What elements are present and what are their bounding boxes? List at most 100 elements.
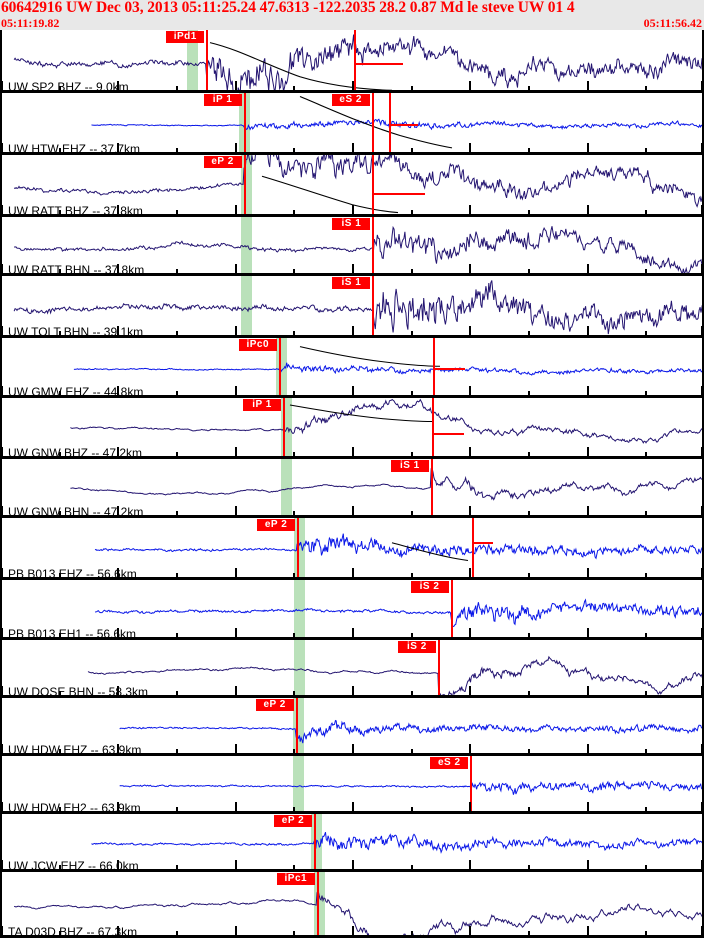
trace-panel[interactable]: eP 2 UW RATT BHZ -- 37.8km bbox=[0, 155, 704, 217]
pick-marker-line[interactable] bbox=[316, 872, 319, 935]
waveform-trace bbox=[0, 398, 704, 459]
trace-panel[interactable]: iPc0 UW GMW EHZ -- 44.8km bbox=[0, 338, 704, 398]
pick-marker-line[interactable] bbox=[372, 276, 375, 335]
pick-marker-line[interactable] bbox=[470, 756, 473, 811]
axis-tick bbox=[586, 143, 589, 155]
panel-right-border bbox=[702, 580, 704, 640]
pick-marker-line[interactable] bbox=[243, 155, 246, 214]
pick-marker-line[interactable] bbox=[283, 398, 285, 456]
pick-label[interactable]: eS 2 bbox=[430, 757, 469, 769]
predicted-arrival-band bbox=[280, 459, 292, 515]
pick-label[interactable]: eS 2 bbox=[331, 94, 370, 106]
axis-tick bbox=[117, 143, 120, 155]
trace-panel[interactable]: eP 2 UW JCW EHZ -- 66.0km bbox=[0, 814, 704, 872]
trace-panel[interactable]: iS 2 UW DOSE BHN -- 58.3km bbox=[0, 640, 704, 698]
channel-label: UW HDW EH2 -- 63.9km bbox=[8, 801, 141, 814]
secondary-pick-marker-line[interactable] bbox=[471, 518, 474, 577]
secondary-pick-marker-line[interactable] bbox=[372, 155, 375, 214]
pick-marker-line[interactable] bbox=[437, 640, 440, 695]
trace-panel[interactable]: iPd1 UW SP2 BHZ -- 9.0km bbox=[0, 30, 704, 93]
axis-tick bbox=[117, 628, 120, 640]
axis-tick bbox=[469, 628, 472, 640]
pick-marker-line[interactable] bbox=[206, 30, 209, 90]
pick-label[interactable]: eP 2 bbox=[255, 699, 294, 711]
panel-left-border bbox=[0, 756, 2, 814]
axis-tick bbox=[58, 148, 61, 155]
pick-label[interactable]: iS 2 bbox=[410, 581, 449, 593]
axis-tick bbox=[586, 386, 589, 398]
trace-panel[interactable]: eP 2 PB B013 EHZ -- 56.6km bbox=[0, 518, 704, 580]
secondary-pick-marker-line[interactable] bbox=[354, 30, 357, 90]
axis-tick bbox=[352, 81, 354, 93]
trace-panel[interactable]: eP 2 UW HDW EHZ -- 63.9km bbox=[0, 698, 704, 756]
trace-panel[interactable]: eS 2 UW HDW EH2 -- 63.9km bbox=[0, 756, 704, 814]
pick-label[interactable]: iP 1 bbox=[243, 399, 281, 411]
pick-marker-line[interactable] bbox=[371, 93, 374, 152]
axis-tick bbox=[352, 802, 354, 814]
pick-label[interactable]: iP 1 bbox=[203, 94, 242, 106]
secondary-pick-marker-line[interactable] bbox=[432, 398, 435, 456]
trace-panel-list[interactable]: iPd1 UW SP2 BHZ -- 9.0km iP 1 eS 2 UW HTW EH… bbox=[0, 30, 704, 938]
axis-tick bbox=[1, 802, 3, 814]
axis-tick bbox=[234, 628, 237, 640]
pick-label[interactable]: iPc0 bbox=[238, 339, 277, 351]
pick-marker-line[interactable] bbox=[295, 698, 298, 753]
pick-marker-line[interactable] bbox=[297, 518, 300, 577]
pick-marker-line[interactable] bbox=[450, 580, 453, 637]
trace-panel[interactable]: iP 1 eS 2 UW HTW EHZ -- 37.7km bbox=[0, 93, 704, 155]
axis-tick bbox=[176, 452, 178, 459]
pick-label[interactable]: eP 2 bbox=[273, 815, 312, 827]
waveform-trace bbox=[0, 814, 704, 872]
pick-amplitude-bar bbox=[372, 193, 426, 196]
theoretical-arrival-curve bbox=[391, 542, 469, 562]
window-end-time: 05:11:56.42 bbox=[643, 16, 702, 30]
pick-amplitude-bar bbox=[388, 124, 419, 126]
pick-marker-line[interactable] bbox=[430, 459, 433, 515]
predicted-arrival-band bbox=[275, 338, 287, 395]
trace-panel[interactable]: iPc1 TA D03D BHZ -- 67.3km bbox=[0, 872, 704, 938]
axis-tick bbox=[176, 691, 178, 698]
pick-marker-line[interactable] bbox=[243, 93, 246, 152]
pick-marker-line[interactable] bbox=[278, 338, 281, 395]
axis-tick bbox=[117, 447, 120, 459]
axis-tick bbox=[469, 81, 472, 93]
axis-tick bbox=[528, 331, 530, 338]
pick-label[interactable]: eP 2 bbox=[203, 156, 242, 168]
pick-label[interactable]: iS 1 bbox=[332, 277, 371, 289]
secondary-pick-marker-line[interactable] bbox=[388, 93, 391, 152]
axis-tick bbox=[645, 210, 648, 217]
axis-tick bbox=[58, 86, 61, 93]
trace-panel[interactable]: iS 1 UW GNW BHN -- 47.2km bbox=[0, 459, 704, 518]
axis-tick bbox=[176, 865, 178, 872]
axis-tick bbox=[469, 264, 472, 276]
axis-tick bbox=[176, 511, 178, 518]
axis-tick bbox=[410, 86, 413, 93]
pick-label[interactable]: iS 1 bbox=[390, 460, 429, 472]
panel-left-border bbox=[0, 518, 2, 580]
axis-tick bbox=[1, 326, 3, 338]
axis-tick bbox=[1, 686, 3, 698]
waveform-trace bbox=[0, 518, 704, 580]
trace-panel[interactable]: iP 1 UW GNW BHZ -- 47.2km bbox=[0, 398, 704, 459]
secondary-pick-marker-line[interactable] bbox=[432, 338, 435, 395]
trace-panel[interactable]: iS 2 PB B013 EH1 -- 56.6km bbox=[0, 580, 704, 640]
axis-tick bbox=[117, 326, 120, 338]
pick-label[interactable]: iS 1 bbox=[332, 218, 371, 230]
pick-label[interactable]: iPd1 bbox=[166, 31, 205, 43]
axis-tick bbox=[293, 210, 296, 217]
pick-marker-line[interactable] bbox=[313, 814, 316, 869]
pick-label[interactable]: iPc1 bbox=[276, 873, 315, 885]
pick-label[interactable]: iS 2 bbox=[397, 641, 436, 653]
theoretical-arrival-curve bbox=[299, 346, 441, 367]
panel-left-border bbox=[0, 276, 2, 338]
axis-tick bbox=[586, 686, 589, 698]
panel-left-border bbox=[0, 640, 2, 698]
pick-marker-line[interactable] bbox=[372, 217, 375, 273]
axis-tick bbox=[234, 143, 237, 155]
pick-amplitude-bar bbox=[432, 433, 464, 436]
trace-panel[interactable]: iS 1 UW TOLT BHN -- 39.1km bbox=[0, 276, 704, 338]
axis-tick bbox=[352, 386, 354, 398]
axis-tick bbox=[234, 205, 237, 217]
pick-label[interactable]: eP 2 bbox=[257, 519, 296, 531]
trace-panel[interactable]: iS 1 UW RATT BHN -- 37.8km bbox=[0, 217, 704, 276]
